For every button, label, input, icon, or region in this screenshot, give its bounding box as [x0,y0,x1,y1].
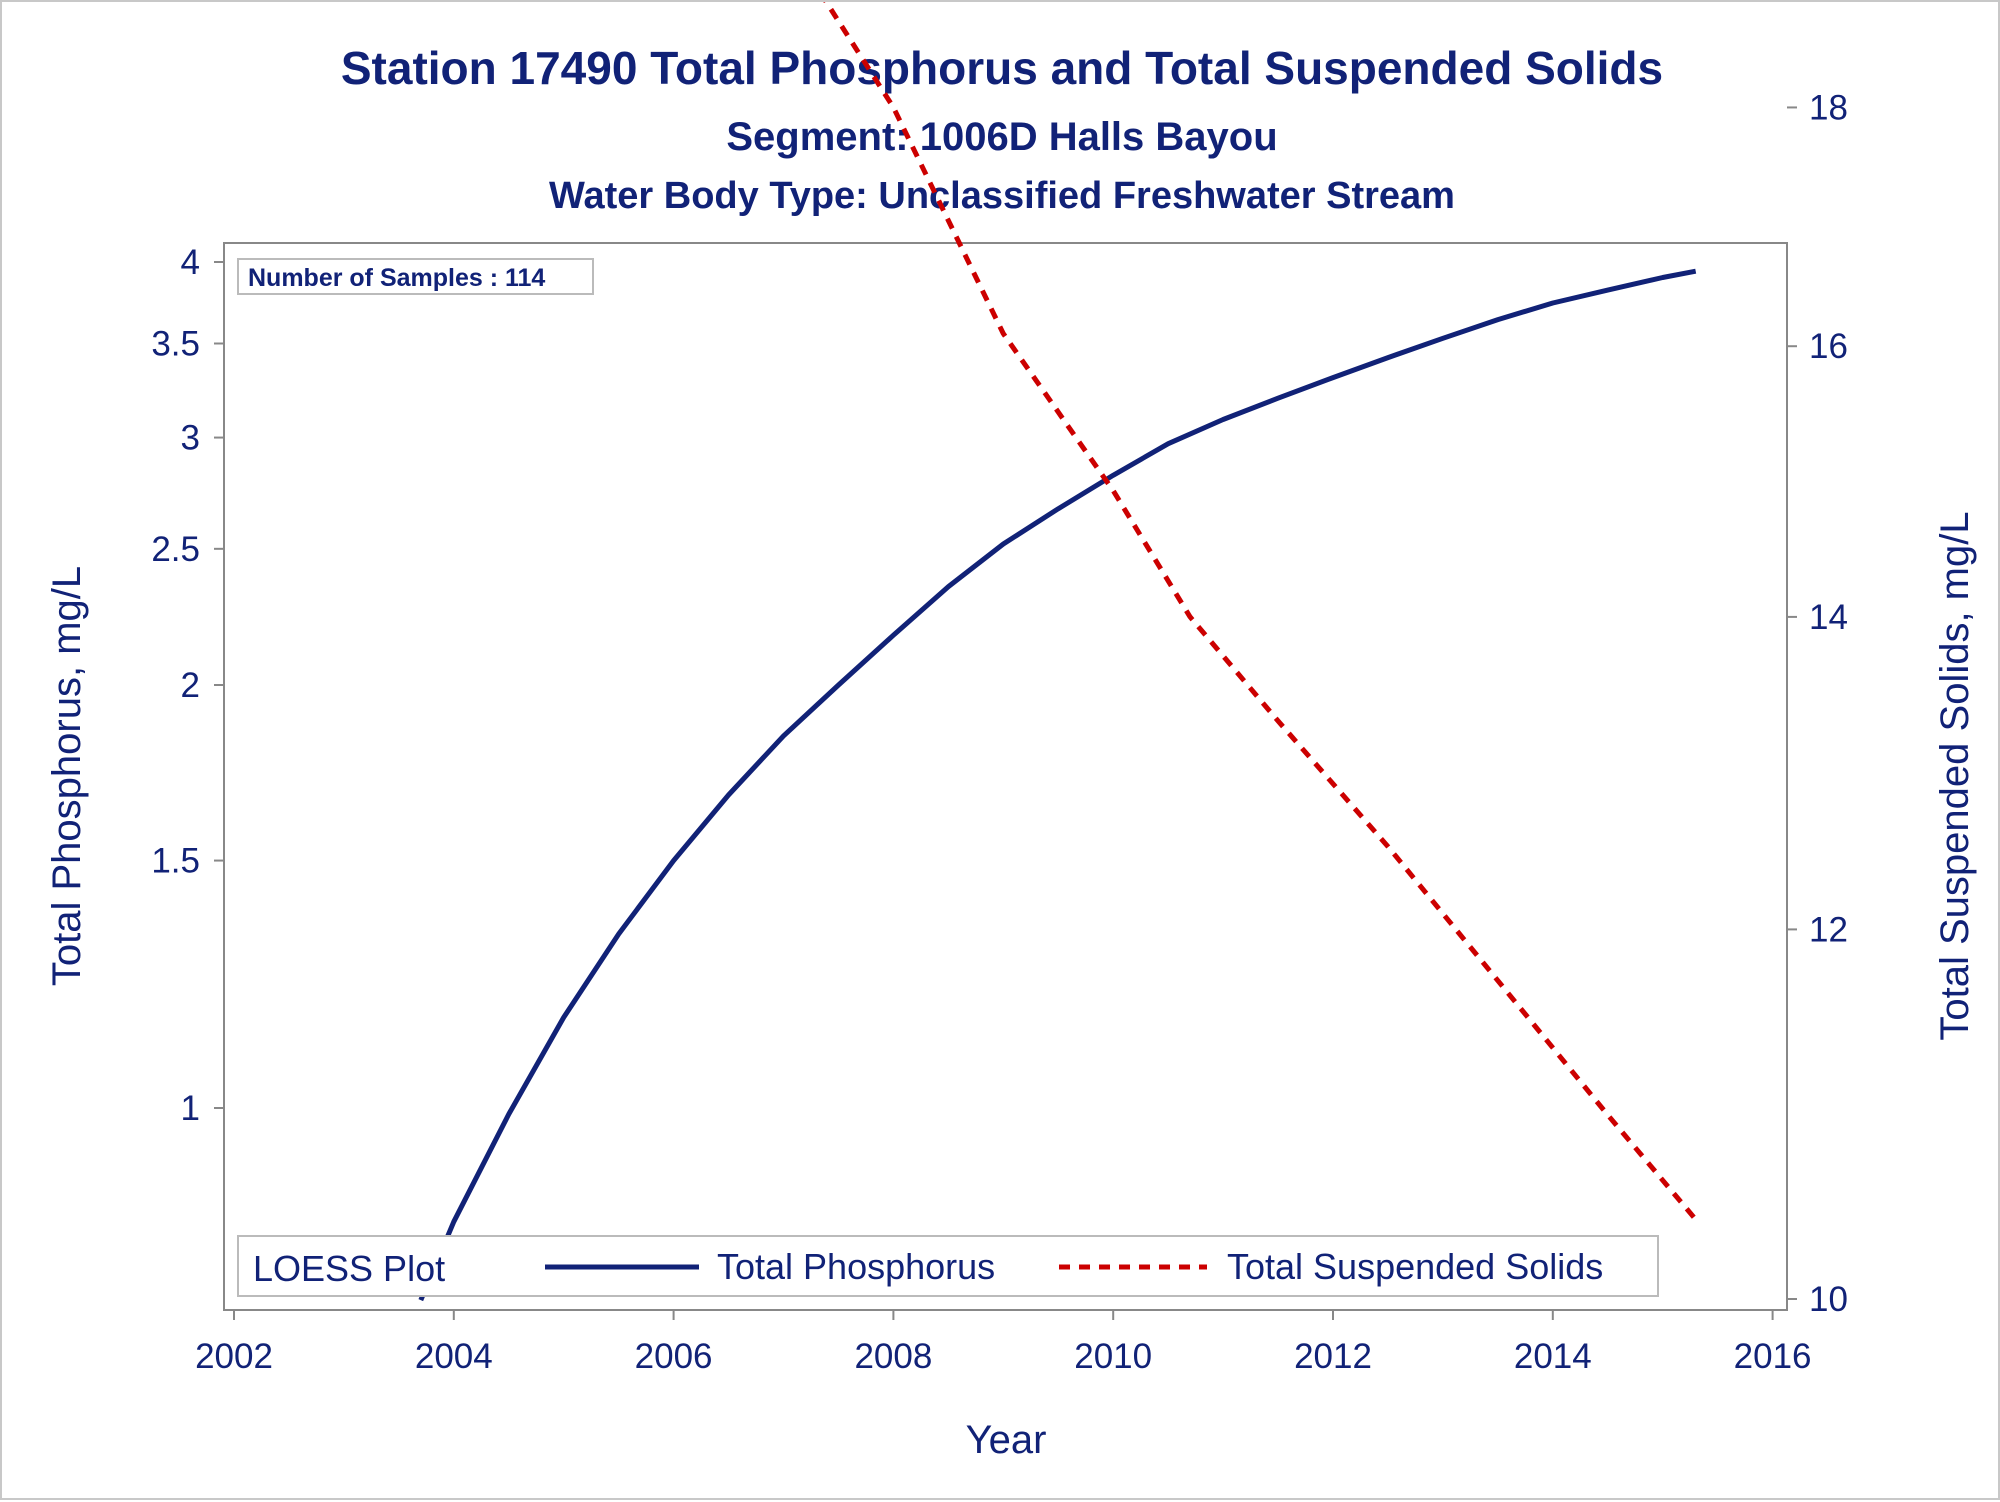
x-tick-label: 2008 [854,1337,932,1376]
y-tick-label: 3.5 [151,324,200,363]
sample-count-label: Number of Samples : 114 [248,264,545,292]
y2-tick-label: 18 [1809,88,1848,127]
y2-tick-label: 16 [1809,327,1848,366]
chart-title: Station 17490 Total Phosphorus and Total… [341,42,1663,94]
y2-tick-label: 10 [1809,1280,1848,1319]
legend: LOESS Plot Total Phosphorus Total Suspen… [237,1235,1659,1297]
legend-title: LOESS Plot [253,1248,445,1289]
x-tick-label: 2006 [635,1337,713,1376]
phosphorus-loess-line [418,268,1697,1302]
y-tick-label: 2.5 [151,530,200,569]
series-layer [418,2,1698,1302]
y-tick-label: 3 [181,419,200,458]
plot-area [223,242,1788,1311]
legend-label-tss: Total Suspended Solids [1227,1246,1603,1287]
y-tick-label: 1 [181,1089,200,1128]
legend-frame [237,1235,1659,1297]
chart-subtitle-segment: Segment: 1006D Halls Bayou [726,115,1277,159]
y-tick-label: 2 [181,666,200,705]
axes-group: 2002 2004 2006 2008 2010 2012 2014 2016 1 1.5 2 2.5… [151,88,1848,1376]
y-tick-label: 1.5 [151,842,200,881]
legend-label-phosphorus: Total Phosphorus [717,1246,995,1287]
x-tick-label: 2016 [1734,1337,1812,1376]
y-axis-label: Total Phosphorus, mg/L [45,566,89,986]
y-tick-label: 4 [181,243,200,282]
x-tick-label: 2010 [1074,1337,1152,1376]
x-tick-label: 2012 [1294,1337,1372,1376]
x-tick-label: 2014 [1514,1337,1592,1376]
x-tick-label: 2002 [195,1337,273,1376]
sample-count-frame [237,258,594,295]
y2-tick-label: 14 [1809,598,1848,637]
y2-axis-label: Total Suspended Solids, mg/L [1933,511,1977,1040]
chart-subtitle-water-body: Water Body Type: Unclassified Freshwater… [549,175,1455,217]
tss-loess-line [823,2,1698,1222]
x-axis-label: Year [966,1418,1047,1462]
x-tick-label: 2004 [415,1337,493,1376]
y2-tick-label: 12 [1809,910,1848,949]
sample-count-box: Number of Samples : 114 [237,258,594,295]
